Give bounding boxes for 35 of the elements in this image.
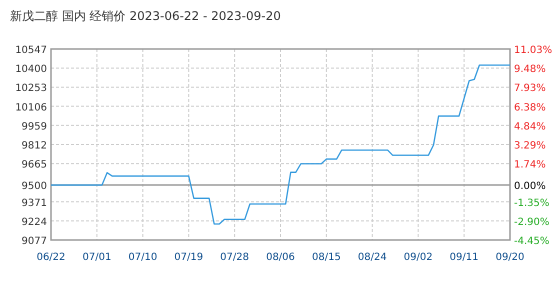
x-tick-label: 07/28	[220, 252, 250, 263]
y2-tick-label: 3.29%	[514, 140, 546, 152]
x-tick-label: 07/19	[174, 252, 204, 263]
x-tick-label: 07/01	[82, 252, 112, 263]
y-tick-label: 10253	[15, 83, 47, 94]
y2-tick-label: 11.03%	[514, 45, 552, 56]
x-tick-label: 09/20	[496, 252, 524, 263]
y2-tick-label: -4.45%	[514, 236, 550, 247]
x-tick-label: 07/10	[128, 252, 158, 263]
y-tick-label: 9665	[22, 160, 47, 171]
chart-title: 新戊二醇 国内 经销价 2023-06-22 - 2023-09-20	[10, 9, 281, 23]
x-tick-label: 08/06	[266, 252, 295, 263]
y-tick-label: 10547	[15, 45, 47, 56]
y2-tick-label: 1.74%	[514, 160, 546, 171]
y2-tick-label: -2.90%	[514, 216, 550, 228]
y2-tick-label: 7.93%	[514, 83, 546, 94]
x-tick-label: 08/24	[358, 252, 387, 263]
y2-tick-label: -1.35%	[514, 198, 550, 209]
y-tick-label: 9959	[22, 121, 47, 132]
y2-tick-label: 4.84%	[514, 121, 546, 132]
y-tick-label: 10106	[15, 102, 47, 114]
y-tick-label: 9500	[22, 181, 47, 192]
y2-tick-label: 9.48%	[514, 64, 546, 76]
x-tick-label: 08/15	[312, 252, 341, 263]
y2-tick-label: 6.38%	[514, 102, 546, 114]
y-tick-label: 9077	[22, 236, 47, 247]
line-series	[50, 64, 511, 225]
x-tick-label: 06/22	[36, 252, 66, 263]
x-tick-label: 09/02	[404, 252, 433, 263]
y-tick-label: 9812	[22, 140, 47, 152]
y2-tick-label: 0.00%	[514, 181, 546, 192]
y-tick-label: 9371	[22, 198, 47, 209]
y-tick-label: 10400	[15, 64, 47, 76]
y-tick-label: 9224	[22, 216, 47, 228]
x-tick-label: 09/11	[450, 252, 479, 263]
